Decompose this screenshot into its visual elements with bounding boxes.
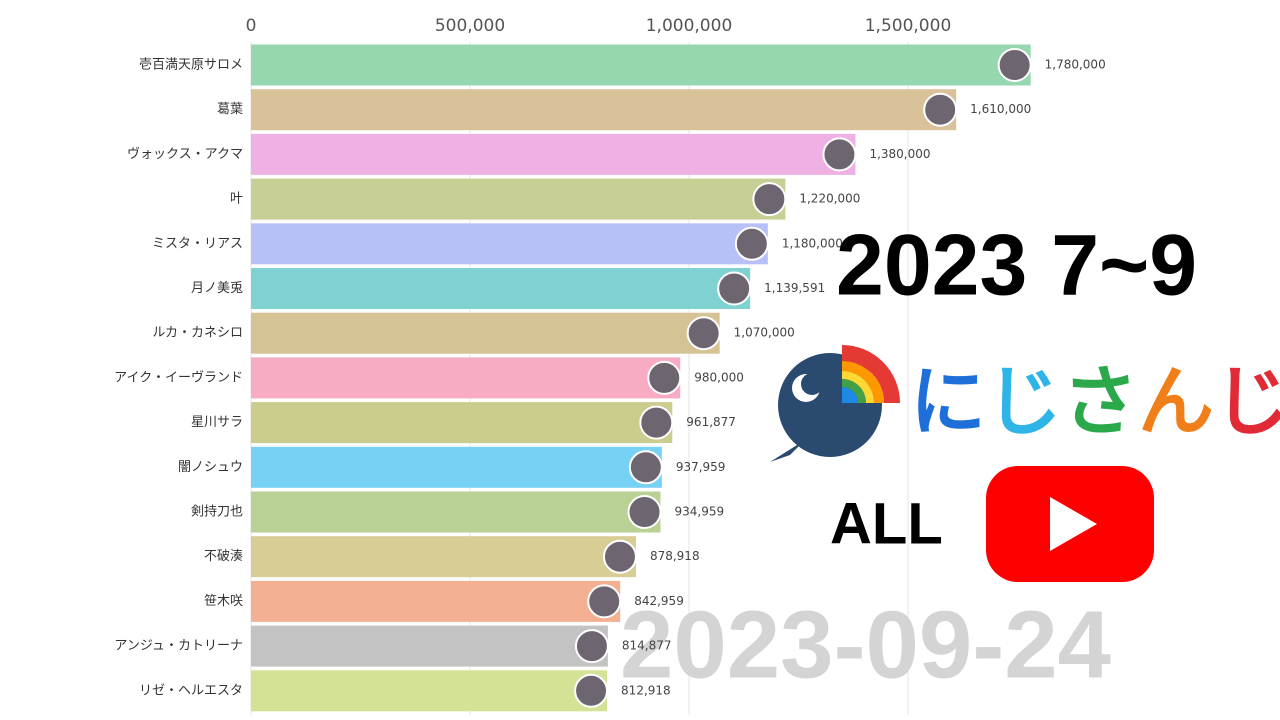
x-tick-label: 1,500,000 (865, 16, 952, 36)
bar (251, 357, 681, 399)
value-label: 937,959 (676, 460, 726, 474)
x-tick-label: 500,000 (435, 16, 505, 36)
avatar (734, 226, 769, 261)
bar (251, 670, 608, 712)
avatar (587, 584, 622, 619)
value-label: 812,918 (621, 683, 671, 697)
subtitle: ALL (830, 491, 943, 556)
value-label: 842,959 (634, 594, 684, 608)
avatar (574, 629, 609, 664)
value-label: 1,070,000 (734, 326, 795, 340)
value-label: 1,180,000 (782, 236, 843, 250)
logo-char: じ (1214, 360, 1280, 445)
logo-text: にじさんじ (910, 360, 1280, 445)
x-tick-label: 0 (246, 16, 257, 36)
avatar (997, 48, 1032, 82)
avatar (639, 405, 674, 440)
bar (251, 312, 720, 354)
value-label: 1,780,000 (1045, 58, 1106, 72)
value-label: 1,220,000 (799, 192, 860, 206)
category-label: 月ノ美兎 (191, 281, 243, 296)
bar (251, 536, 636, 578)
bar (251, 268, 751, 309)
value-label: 814,877 (622, 639, 672, 653)
value-label: 1,610,000 (970, 102, 1031, 116)
date-label: 2023-09-24 (620, 591, 1111, 698)
bar (251, 402, 673, 444)
category-label: 笹木咲 (204, 593, 243, 609)
category-label: ヴォックス・アクマ (127, 146, 243, 162)
category-label: リゼ・ヘルエスタ (139, 683, 243, 698)
logo-char: さ (1062, 360, 1138, 445)
avatar (628, 450, 663, 485)
bar (251, 491, 661, 533)
value-label: 878,918 (650, 549, 700, 563)
bar (251, 625, 608, 667)
category-label: 剣持刀也 (191, 505, 243, 520)
category-label: アンジュ・カトリーナ (114, 639, 243, 654)
logo-icon (770, 345, 900, 462)
bar (251, 178, 786, 220)
bar (251, 223, 768, 265)
category-label: 不破湊 (204, 549, 243, 564)
value-label: 1,139,591 (764, 281, 825, 295)
category-label: 星川サラ (191, 415, 243, 430)
avatar (923, 92, 958, 127)
bar (251, 44, 1031, 86)
category-label: 叶 (230, 192, 243, 207)
category-label: アイク・イーヴランド (114, 369, 243, 385)
avatar (602, 539, 637, 574)
bar (251, 446, 662, 488)
value-label: 980,000 (694, 370, 744, 384)
value-label: 934,959 (675, 505, 725, 519)
logo-char: じ (986, 360, 1062, 445)
value-label: 1,380,000 (869, 147, 930, 161)
category-label: ルカ・カネシロ (152, 326, 243, 341)
value-label: 961,877 (686, 415, 736, 429)
category-label: ミスタ・リアス (152, 236, 243, 251)
bars: 壱百満天原サロメ 1,780,000 葛葉 1,610,000 ヴォックス・アクマ 1,3… (114, 44, 1106, 712)
avatar (627, 495, 662, 529)
avatar (574, 673, 609, 708)
avatar (686, 316, 721, 351)
avatar (647, 360, 682, 395)
category-label: 葛葉 (217, 102, 243, 117)
category-label: 闇ノシュウ (178, 460, 243, 475)
avatar (717, 271, 752, 306)
bar (251, 89, 957, 131)
bar (251, 580, 621, 622)
category-label: 壱百満天原サロメ (139, 58, 243, 73)
x-tick-label: 1,000,000 (646, 16, 733, 36)
avatar (822, 137, 857, 172)
youtube-logo (986, 466, 1154, 582)
avatar (752, 182, 787, 217)
chart-title: 2023 7~9 (836, 218, 1197, 314)
logo-char: に (910, 360, 986, 445)
logo-char: ん (1138, 360, 1214, 445)
bar (251, 133, 856, 175)
